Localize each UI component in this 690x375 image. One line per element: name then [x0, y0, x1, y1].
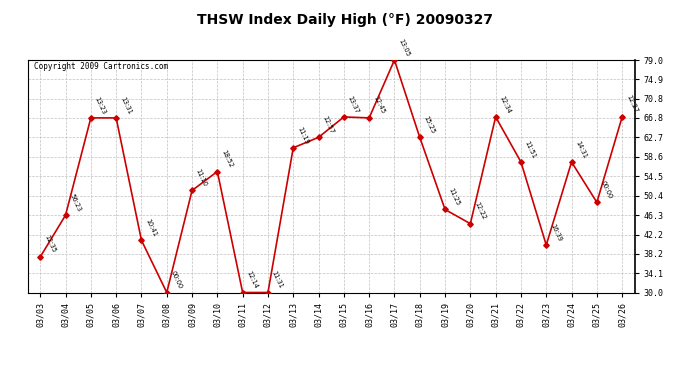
Text: 11:25: 11:25 — [448, 187, 462, 207]
Text: 13:23: 13:23 — [94, 96, 107, 115]
Text: 10:41: 10:41 — [144, 218, 158, 237]
Text: 12:27: 12:27 — [625, 94, 638, 114]
Text: 12:34: 12:34 — [498, 94, 512, 114]
Text: 56:23: 56:23 — [68, 192, 82, 212]
Text: 13:05: 13:05 — [397, 38, 411, 57]
Text: THSW Index Daily High (°F) 20090327: THSW Index Daily High (°F) 20090327 — [197, 13, 493, 27]
Text: 12:57: 12:57 — [322, 115, 335, 135]
Text: 13:31: 13:31 — [119, 96, 132, 115]
Text: 11:10: 11:10 — [195, 168, 208, 188]
Text: 12:35: 12:35 — [43, 234, 57, 254]
Text: 12:14: 12:14 — [246, 270, 259, 290]
Text: 13:37: 13:37 — [346, 94, 360, 114]
Text: 11:19: 11:19 — [296, 126, 309, 145]
Text: 16:39: 16:39 — [549, 223, 562, 242]
Text: 00:00: 00:00 — [600, 180, 613, 200]
Text: 12:45: 12:45 — [372, 95, 386, 115]
Text: 14:31: 14:31 — [574, 140, 588, 159]
Text: 18:52: 18:52 — [220, 149, 234, 169]
Text: Copyright 2009 Cartronics.com: Copyright 2009 Cartronics.com — [34, 62, 168, 71]
Text: 00:00: 00:00 — [170, 270, 183, 290]
Text: 15:25: 15:25 — [422, 115, 436, 135]
Text: 12:22: 12:22 — [473, 201, 486, 221]
Text: 11:51: 11:51 — [524, 140, 537, 159]
Text: 11:31: 11:31 — [270, 270, 284, 290]
